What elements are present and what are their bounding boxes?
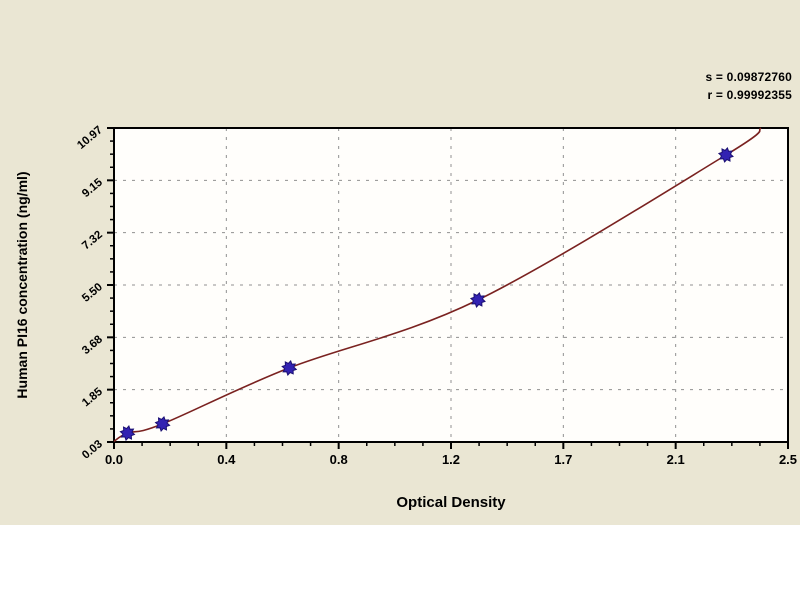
y-tick-label: 0.03 [80, 438, 105, 462]
data-point-marker [717, 146, 734, 163]
y-tick-label: 9.15 [80, 176, 105, 200]
y-tick-label: 3.68 [80, 333, 105, 357]
y-tick-label: 7.32 [80, 229, 105, 253]
x-tick-label: 2.5 [779, 452, 797, 467]
data-point-marker [281, 359, 298, 376]
x-tick-label: 1.2 [442, 452, 460, 467]
data-point-marker [154, 415, 171, 432]
chart-canvas: 0.0 0.4 0.8 1.2 1.7 2.1 2.5 0.03 1.85 3.68 5.50 7.3… [75, 124, 797, 467]
fit-s-value: s = 0.09872760 [705, 70, 792, 84]
elisa-standard-curve-chart: 0.0 0.4 0.8 1.2 1.7 2.1 2.5 0.03 1.85 3.68 5.50 7.3… [0, 0, 800, 525]
x-tick-label: 0.8 [330, 452, 348, 467]
x-tick-label: 0.0 [105, 452, 123, 467]
white-margin [0, 525, 800, 600]
plot-frame [113, 127, 789, 443]
fit-statistics: s = 0.09872760 r = 0.99992355 [705, 68, 792, 104]
y-tick-label: 1.85 [80, 385, 105, 409]
y-tick-label: 5.50 [80, 281, 105, 305]
x-axis-title: Optical Density [396, 494, 506, 511]
data-point-marker [469, 291, 486, 308]
x-tick-label: 2.1 [667, 452, 685, 467]
x-tick-label: 0.4 [217, 452, 236, 467]
fit-r-value: r = 0.99992355 [707, 88, 792, 102]
y-axis-title: Human PI16 concentration (ng/ml) [14, 171, 30, 399]
x-tick-label: 1.7 [554, 452, 572, 467]
y-tick-label: 10.97 [75, 124, 105, 152]
data-point-marker [119, 425, 136, 442]
